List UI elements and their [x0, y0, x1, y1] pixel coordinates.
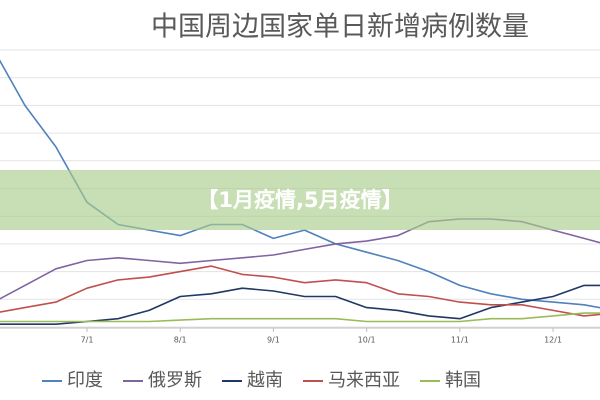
legend-label: 俄罗斯: [148, 370, 202, 391]
series-line: [0, 284, 600, 325]
x-axis: 7/1 8/1 9/1 10/1 11/1 12/1: [0, 327, 600, 345]
legend-label: 越南: [247, 370, 283, 391]
x-tick-label: 7/1: [81, 336, 94, 345]
x-tick-label: 12/1: [544, 336, 562, 345]
banner-text: 【1月疫情,5月疫情】: [197, 188, 402, 212]
x-tick-label: 8/1: [174, 336, 187, 345]
x-tick-label: 11/1: [451, 336, 469, 345]
legend-label: 韩国: [445, 370, 481, 391]
legend-label: 马来西亚: [328, 370, 400, 391]
series-line: [0, 312, 600, 323]
legend-label: 印度: [67, 370, 103, 391]
x-tick-label: 10/1: [358, 336, 376, 345]
legend: 印度 俄罗斯 越南 马来西亚 韩国: [42, 370, 481, 391]
banner-band: [0, 170, 600, 230]
x-tick-label: 9/1: [267, 336, 280, 345]
chart-title: 中国周边国家单日新增病例数量: [151, 12, 529, 43]
series-line: [0, 265, 600, 317]
